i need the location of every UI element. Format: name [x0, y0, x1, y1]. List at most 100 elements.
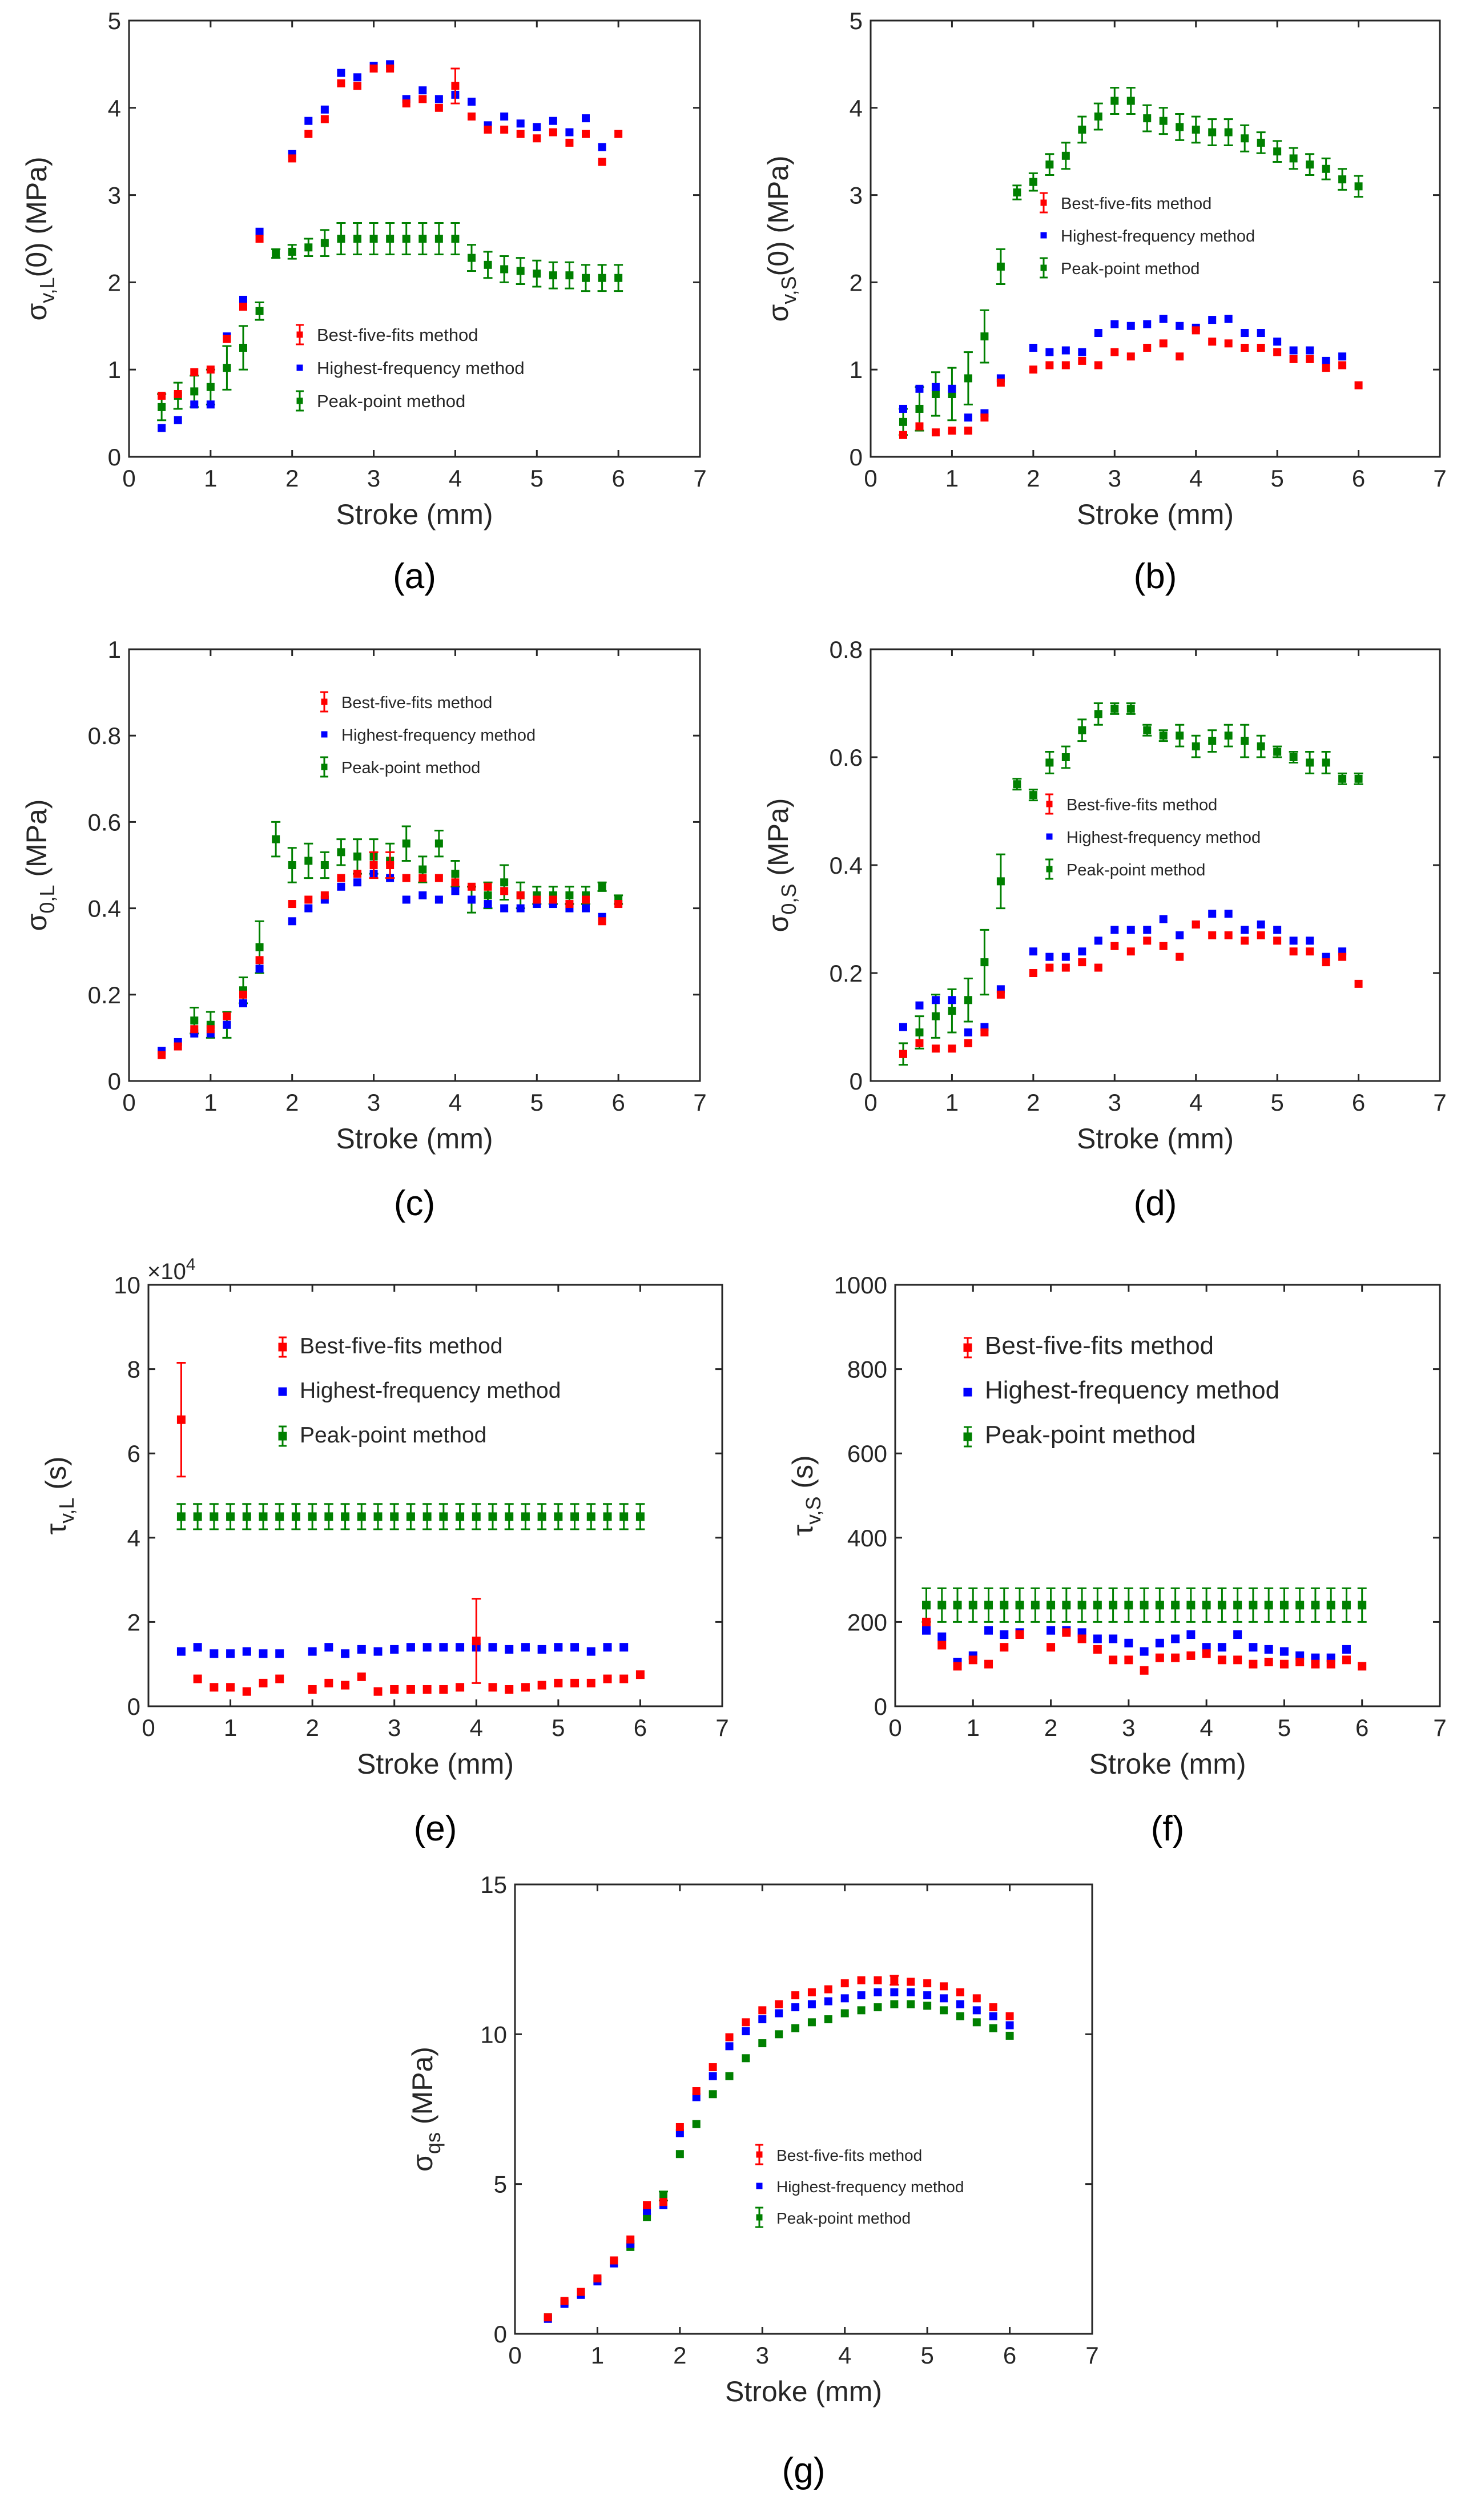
- data-point: [1159, 116, 1168, 125]
- data-point: [1273, 926, 1282, 934]
- data-point: [1047, 1626, 1056, 1635]
- data-point: [1326, 1659, 1335, 1669]
- data-point: [1289, 346, 1298, 355]
- x-tick-label: 0: [122, 1089, 135, 1116]
- data-point: [923, 2001, 932, 2010]
- data-point: [386, 235, 395, 243]
- data-point: [709, 2072, 717, 2080]
- data-point: [434, 95, 443, 103]
- data-point: [1110, 942, 1119, 950]
- data-point: [899, 404, 907, 413]
- data-point: [980, 332, 989, 341]
- data-point: [304, 116, 313, 125]
- data-point: [516, 904, 525, 913]
- data-point: [1093, 1634, 1102, 1643]
- legend: Best-five-fits method Highest-frequency m…: [296, 324, 525, 412]
- data-point: [565, 138, 574, 147]
- legend: Best-five-fits method Highest-frequency m…: [320, 691, 536, 778]
- data-point: [915, 1028, 924, 1036]
- data-point: [968, 1601, 977, 1610]
- legend: Best-five-fits method Highest-frequency m…: [963, 1332, 1279, 1449]
- data-point: [899, 1050, 907, 1058]
- data-point: [1143, 320, 1152, 328]
- x-tick-label: 3: [367, 1089, 380, 1116]
- y-tick-label: 2: [127, 1609, 140, 1635]
- data-point: [1322, 958, 1330, 967]
- data-point: [1047, 1601, 1056, 1610]
- data-point: [807, 1988, 816, 1996]
- data-point: [291, 1512, 300, 1521]
- legend-marker: [1046, 801, 1053, 807]
- data-point: [956, 2000, 964, 2008]
- y-axis-label: σ0,L (MPa): [21, 799, 59, 931]
- legend-marker: [321, 763, 328, 770]
- data-point: [614, 274, 623, 282]
- y-tick-label: 2: [850, 269, 863, 296]
- data-point: [742, 2018, 750, 2027]
- data-point: [972, 2018, 981, 2027]
- data-point: [402, 839, 410, 848]
- data-point: [807, 2000, 816, 2008]
- data-point: [484, 882, 492, 891]
- series-best-five-fits-method: [899, 326, 1363, 439]
- data-point: [593, 2274, 602, 2282]
- data-point: [275, 1512, 284, 1521]
- data-point: [956, 2012, 964, 2020]
- data-point: [1338, 175, 1347, 184]
- data-point: [451, 870, 460, 878]
- data-point: [1029, 365, 1037, 374]
- data-point: [1045, 963, 1054, 972]
- y-tick-label: 800: [847, 1356, 887, 1383]
- data-point: [857, 1991, 866, 2000]
- data-point: [1264, 1601, 1273, 1610]
- data-point: [984, 1601, 993, 1610]
- data-point: [533, 123, 541, 131]
- data-point: [193, 1643, 202, 1652]
- data-point: [1126, 947, 1135, 956]
- data-point: [1110, 926, 1119, 934]
- data-point: [692, 2087, 701, 2096]
- data-point: [500, 126, 509, 134]
- data-point: [1031, 1601, 1040, 1610]
- data-point: [1126, 926, 1135, 934]
- data-point: [1176, 123, 1184, 131]
- data-point: [948, 996, 956, 1004]
- series-highest-frequency-method: [899, 315, 1347, 422]
- data-point: [1224, 910, 1233, 918]
- series-best-five-fits-method: [158, 65, 623, 400]
- x-axis-label: Stroke (mm): [1077, 499, 1234, 530]
- y-tick-label: 8: [127, 1356, 140, 1383]
- data-point: [937, 1641, 947, 1650]
- data-point: [1171, 1634, 1180, 1643]
- data-point: [1029, 344, 1037, 352]
- y-tick-label: 0.8: [830, 636, 863, 663]
- data-point: [565, 891, 574, 899]
- data-point: [964, 427, 972, 435]
- series-peak-point-method: [898, 702, 1363, 1066]
- data-point: [386, 65, 395, 73]
- data-point: [791, 1991, 800, 2000]
- data-point: [1078, 958, 1086, 967]
- data-point: [1159, 339, 1168, 348]
- data-point: [255, 943, 264, 951]
- data-point: [337, 69, 345, 77]
- data-point: [324, 1512, 333, 1521]
- data-point: [582, 274, 590, 282]
- y-tick-label: 0: [850, 444, 863, 471]
- data-point: [1208, 316, 1217, 324]
- data-point: [549, 895, 557, 904]
- data-point: [353, 878, 361, 887]
- x-tick-label: 7: [1433, 465, 1446, 492]
- data-point: [1015, 1630, 1024, 1639]
- data-point: [565, 900, 574, 909]
- y-tick-label: 5: [494, 2171, 507, 2198]
- legend-marker: [278, 1343, 287, 1352]
- data-point: [1109, 1634, 1118, 1643]
- data-point: [337, 79, 345, 88]
- data-point: [304, 243, 313, 252]
- data-point: [1176, 732, 1184, 740]
- data-point: [456, 1683, 465, 1692]
- data-point: [964, 1028, 972, 1036]
- data-point: [1233, 1601, 1242, 1610]
- data-point: [598, 274, 606, 282]
